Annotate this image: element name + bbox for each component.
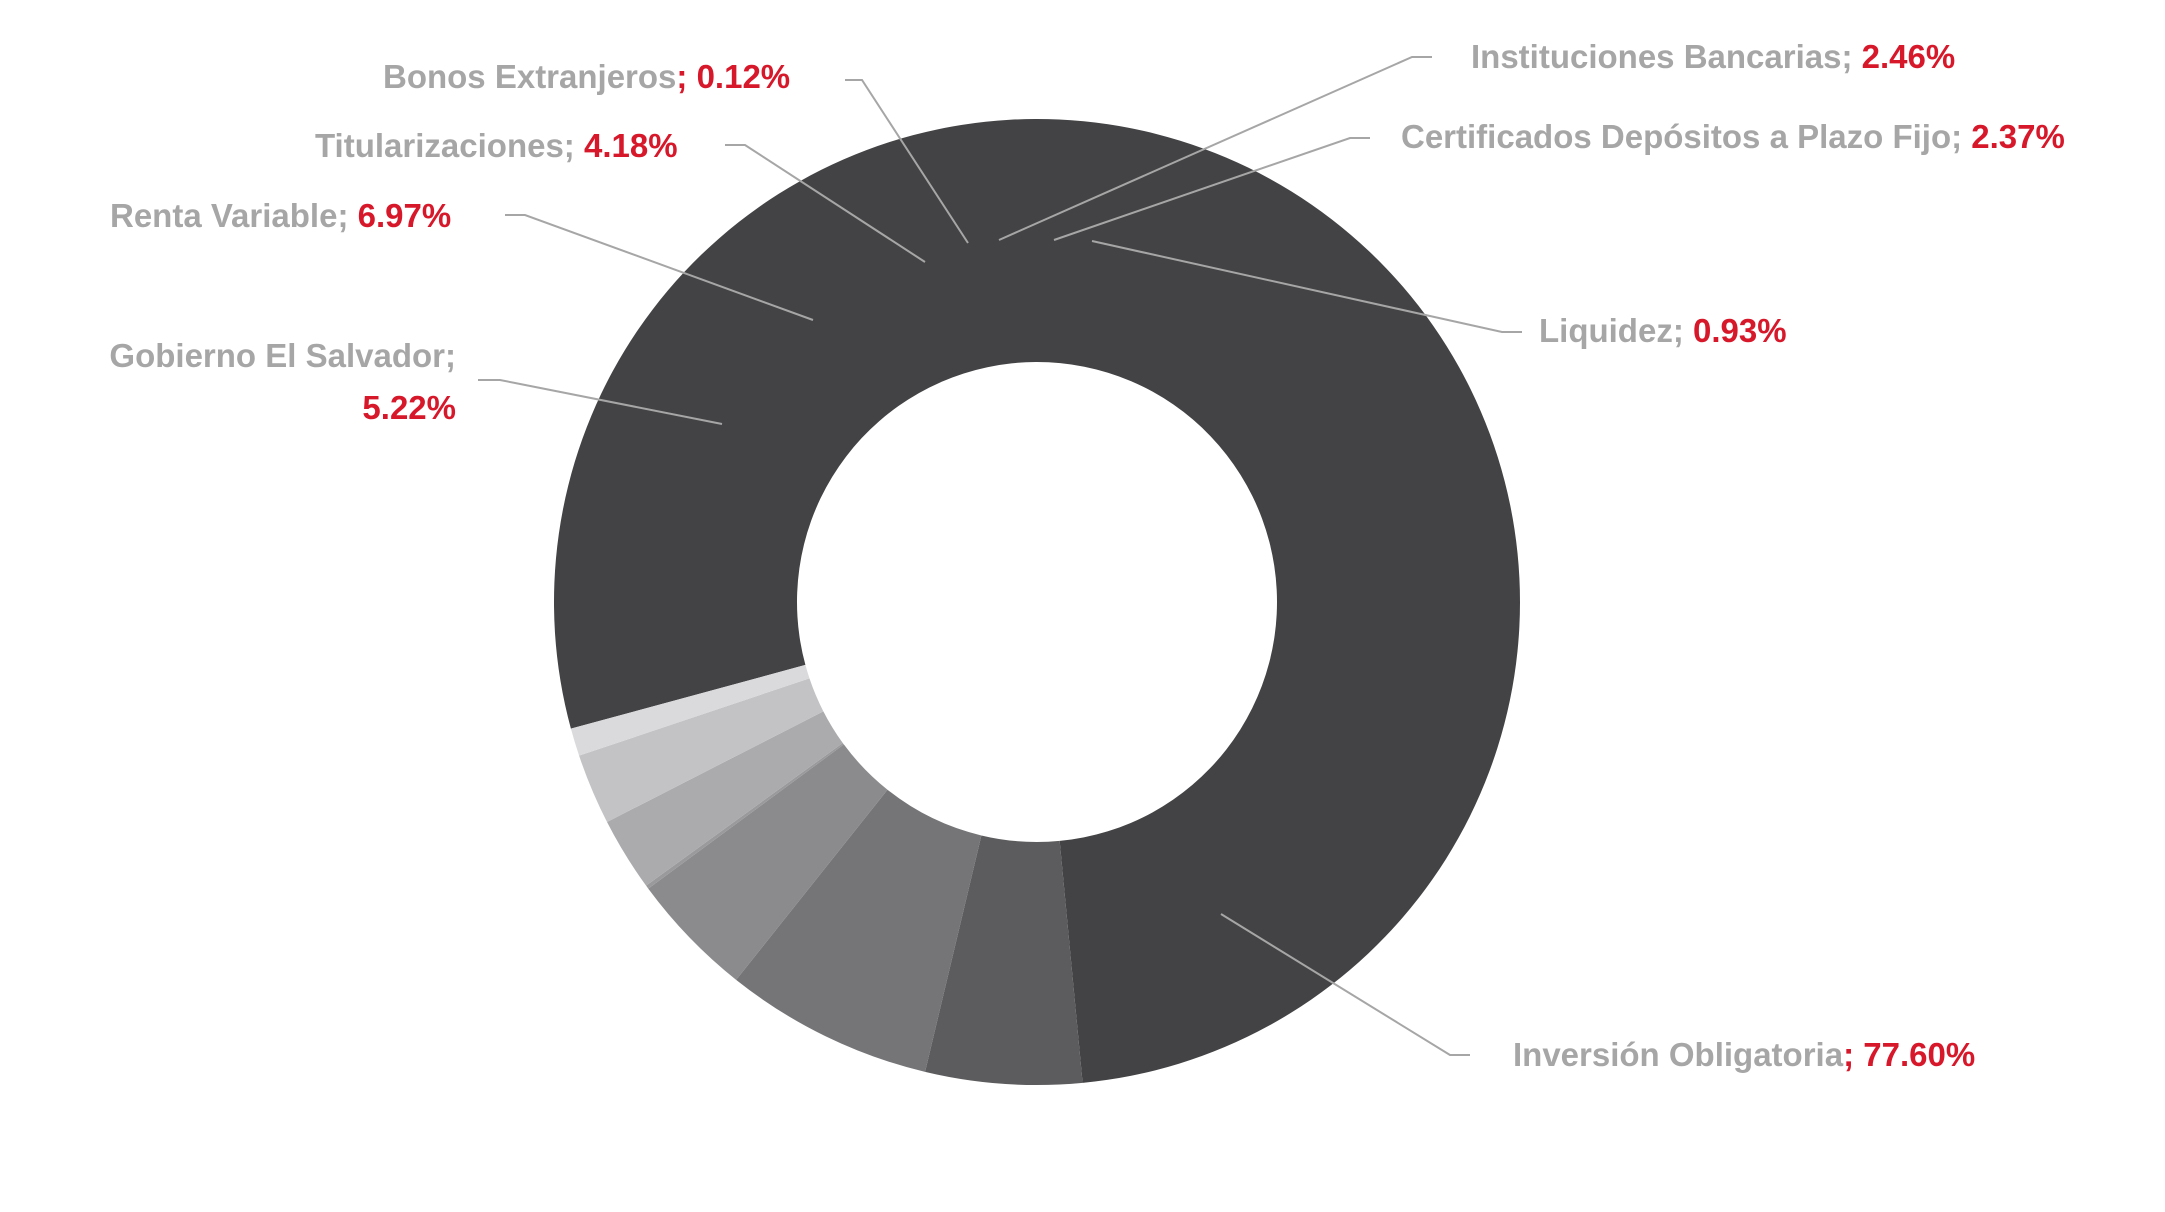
slice-label-value: 2.46% xyxy=(1861,38,1956,75)
leader-line-certificados-depositos xyxy=(1053,137,1370,241)
slice-label-name: Bonos Extranjeros xyxy=(383,58,677,95)
slice-certificados-depositos-a-plazo-fijo xyxy=(579,678,824,823)
slice-titularizaciones xyxy=(648,744,888,980)
label-gobierno-el-salvador: Gobierno El Salvador; 5.22% xyxy=(80,336,456,428)
label-instituciones-bancarias: Instituciones Bancarias; 2.46% xyxy=(1471,37,1955,77)
slice-renta-variable xyxy=(736,789,982,1072)
slice-instituciones-bancarias xyxy=(607,711,843,886)
slice-label-value: 4.18% xyxy=(583,127,678,164)
leader-line-bonos-extranjeros xyxy=(845,79,969,244)
slice-label-name: Gobierno El Salvador; xyxy=(109,337,456,374)
slice-label-value: ; 77.60% xyxy=(1843,1036,1976,1073)
slice-label-name: Instituciones Bancarias; xyxy=(1471,38,1853,75)
label-inversion-obligatoria: Inversión Obligatoria; 77.60% xyxy=(1513,1035,1975,1075)
slice-label-name: Renta Variable; xyxy=(110,197,349,234)
slice-label-name: Liquidez; xyxy=(1539,312,1684,349)
slice-gobierno-el-salvador xyxy=(925,835,1083,1085)
label-certificados-depositos: Certificados Depósitos a Plazo Fijo; 2.3… xyxy=(1401,117,2065,157)
slice-label-value: 6.97% xyxy=(357,197,452,234)
leader-line-gobierno-el-salvador xyxy=(478,379,723,425)
leader-line-titularizaciones xyxy=(725,144,926,263)
label-titularizaciones: Titularizaciones; 4.18% xyxy=(315,126,678,166)
leader-line-renta-variable xyxy=(505,214,814,321)
slice-label-name: Titularizaciones; xyxy=(315,127,575,164)
label-bonos-extranjeros: Bonos Extranjeros; 0.12% xyxy=(383,57,790,97)
label-renta-variable: Renta Variable; 6.97% xyxy=(110,196,451,236)
slice-label-value: ; 0.12% xyxy=(676,58,791,95)
label-liquidez: Liquidez; 0.93% xyxy=(1539,311,1787,351)
slice-bonos-extranjeros xyxy=(646,742,844,889)
slices-layer xyxy=(554,118,1520,1085)
leader-line-instituciones-bancarias xyxy=(998,56,1432,241)
leader-line-liquidez xyxy=(1091,240,1522,333)
slice-label-value: 5.22% xyxy=(362,389,456,426)
slice-liquidez xyxy=(570,664,810,756)
leader-lines-layer xyxy=(478,56,1522,1056)
leader-line-inversion-obligatoria xyxy=(1220,913,1470,1056)
slice-inversion-obligatoria xyxy=(554,118,1520,1083)
slice-label-name: Inversión Obligatoria xyxy=(1513,1036,1844,1073)
slice-label-name: Certificados Depósitos a Plazo Fijo; xyxy=(1401,118,1963,155)
slice-label-value: 0.93% xyxy=(1692,312,1787,349)
slice-label-value: 2.37% xyxy=(1971,118,2065,155)
